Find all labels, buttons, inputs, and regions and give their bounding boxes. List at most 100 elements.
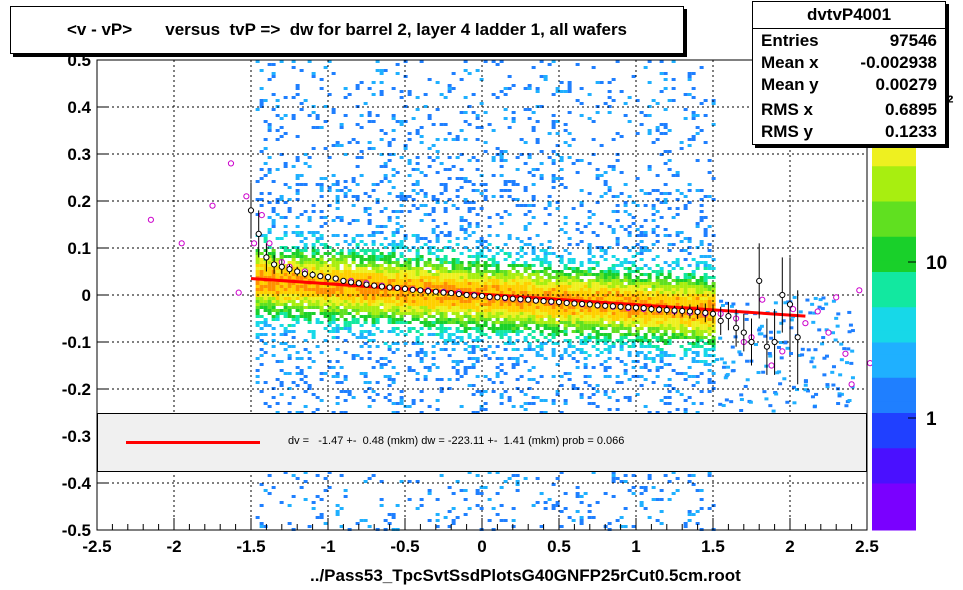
profile-black-point: [271, 261, 278, 268]
stats-value: 0.1233: [885, 122, 937, 141]
profile-black-point: [625, 304, 632, 311]
stats-value: 0.6895: [885, 100, 937, 119]
profile-black-point: [355, 280, 362, 287]
profile-black-point: [640, 305, 647, 312]
profile-black-point: [663, 306, 670, 314]
profile-black-point: [294, 268, 301, 275]
color-scale-cell: [872, 236, 916, 249]
color-scale-cell: [872, 353, 916, 366]
x-tick-label: -0.5: [390, 537, 419, 556]
profile-black-point: [733, 324, 740, 331]
color-scale-cell: [872, 248, 916, 261]
profile-black-point: [247, 207, 255, 214]
color-scale-cell: [872, 400, 916, 413]
profile-black-point: [763, 343, 771, 350]
profile-black-point: [709, 310, 717, 317]
profile-black-point: [756, 277, 763, 284]
profile-magenta-point: [768, 362, 775, 369]
stats-row-entries: Entries 97546: [761, 31, 937, 53]
profile-black-point: [371, 282, 378, 289]
x-tick-label: 0.5: [547, 537, 571, 556]
profile-black-point: [502, 294, 509, 301]
color-scale-cell: [872, 365, 916, 378]
profile-black-point: [617, 303, 624, 310]
stats-label: Mean y: [761, 75, 819, 94]
y-tick-label: -0.4: [62, 474, 92, 493]
stats-row-rms-x: RMS x 0.6895: [761, 100, 937, 122]
stats-label: Mean x: [761, 53, 819, 72]
profile-black-point: [348, 279, 355, 286]
profile-magenta-point: [848, 381, 855, 388]
profile-black-point: [794, 334, 801, 341]
profile-magenta-point: [833, 294, 840, 301]
profile-magenta-point: [779, 348, 786, 355]
profile-black-point: [471, 292, 478, 299]
profile-black-point: [786, 301, 794, 308]
x-tick-label: 0: [477, 537, 486, 556]
profile-magenta-point: [802, 320, 809, 327]
profile-black-point: [740, 329, 747, 336]
color-scale-cell: [872, 518, 916, 531]
profile-black-point: [563, 299, 570, 307]
profile-black-point: [455, 290, 462, 298]
color-scale-cell: [872, 189, 916, 202]
profile-magenta-point: [227, 160, 235, 167]
stats-box: dvtvP4001 Entries 97546 Mean x -0.002938…: [752, 1, 946, 145]
x-axis-title: ../Pass53_TpcSvtSsdPlotsG40GNFP25rCut0.5…: [310, 566, 741, 585]
profile-magenta-point: [266, 240, 273, 247]
y-tick-label: -0.5: [62, 521, 91, 540]
color-scale-cell: [872, 283, 916, 296]
color-scale-cell: [872, 447, 916, 460]
profile-black-point: [363, 281, 370, 288]
color-scale-cell: [872, 471, 916, 484]
color-scale-cell: [872, 165, 916, 178]
profile-black-point: [632, 304, 640, 311]
color-scale-cell: [872, 483, 916, 496]
y-tick-label: 0.5: [67, 51, 91, 70]
profile-black-point: [409, 286, 416, 293]
profile-black-point: [555, 298, 563, 306]
profile-magenta-point: [258, 212, 265, 219]
profile-black-point: [548, 298, 555, 305]
stats-value: -0.002938: [860, 53, 937, 72]
profile-black-point: [594, 302, 601, 309]
profile-black-point: [386, 284, 393, 291]
color-scale-cell: [872, 154, 916, 167]
profile-black-point: [417, 287, 424, 294]
color-scale-cell: [872, 306, 916, 319]
y-tick-label: -0.3: [62, 427, 91, 446]
profile-black-point: [263, 254, 270, 261]
profile-black-point: [540, 298, 547, 305]
color-scale-cell: [872, 377, 916, 390]
x-tick-label: 2.5: [855, 537, 879, 556]
profile-magenta-point: [814, 308, 821, 315]
color-scale-cell: [872, 295, 916, 308]
y-tick-label: 0.1: [67, 239, 91, 258]
profile-magenta-point: [759, 296, 766, 303]
profile-black-point: [648, 306, 655, 313]
x-tick-label: -1.5: [236, 537, 265, 556]
stats-label: RMS x: [761, 100, 813, 119]
profile-black-point: [332, 275, 339, 282]
profile-magenta-point: [825, 329, 832, 336]
y-tick-label: 0.3: [67, 145, 91, 164]
chart-title-box: <v - vP> versus tvP => dw for barrel 2, …: [10, 6, 684, 54]
profile-black-point: [602, 302, 609, 309]
profile-black-point: [425, 288, 432, 295]
legend-fit-text: dv = -1.47 +- 0.48 (mkm) dw = -223.11 +-…: [288, 435, 625, 447]
profile-black-point: [278, 263, 285, 270]
x-tick-label: -2: [166, 537, 181, 556]
profile-black-point: [463, 291, 470, 299]
profile-black-point: [609, 303, 617, 310]
profile-black-point: [686, 308, 694, 315]
fit-legend: dv = -1.47 +- 0.48 (mkm) dw = -223.11 +-…: [97, 413, 867, 472]
profile-magenta-point: [209, 202, 216, 209]
profile-black-point: [694, 308, 701, 316]
profile-black-point: [571, 300, 578, 307]
profile-black-point: [679, 307, 686, 315]
profile-black-point: [717, 317, 724, 324]
profile-black-point: [440, 289, 447, 296]
color-scale-cell: [872, 494, 916, 507]
profile-black-point: [317, 273, 324, 280]
profile-magenta-point: [235, 289, 242, 296]
